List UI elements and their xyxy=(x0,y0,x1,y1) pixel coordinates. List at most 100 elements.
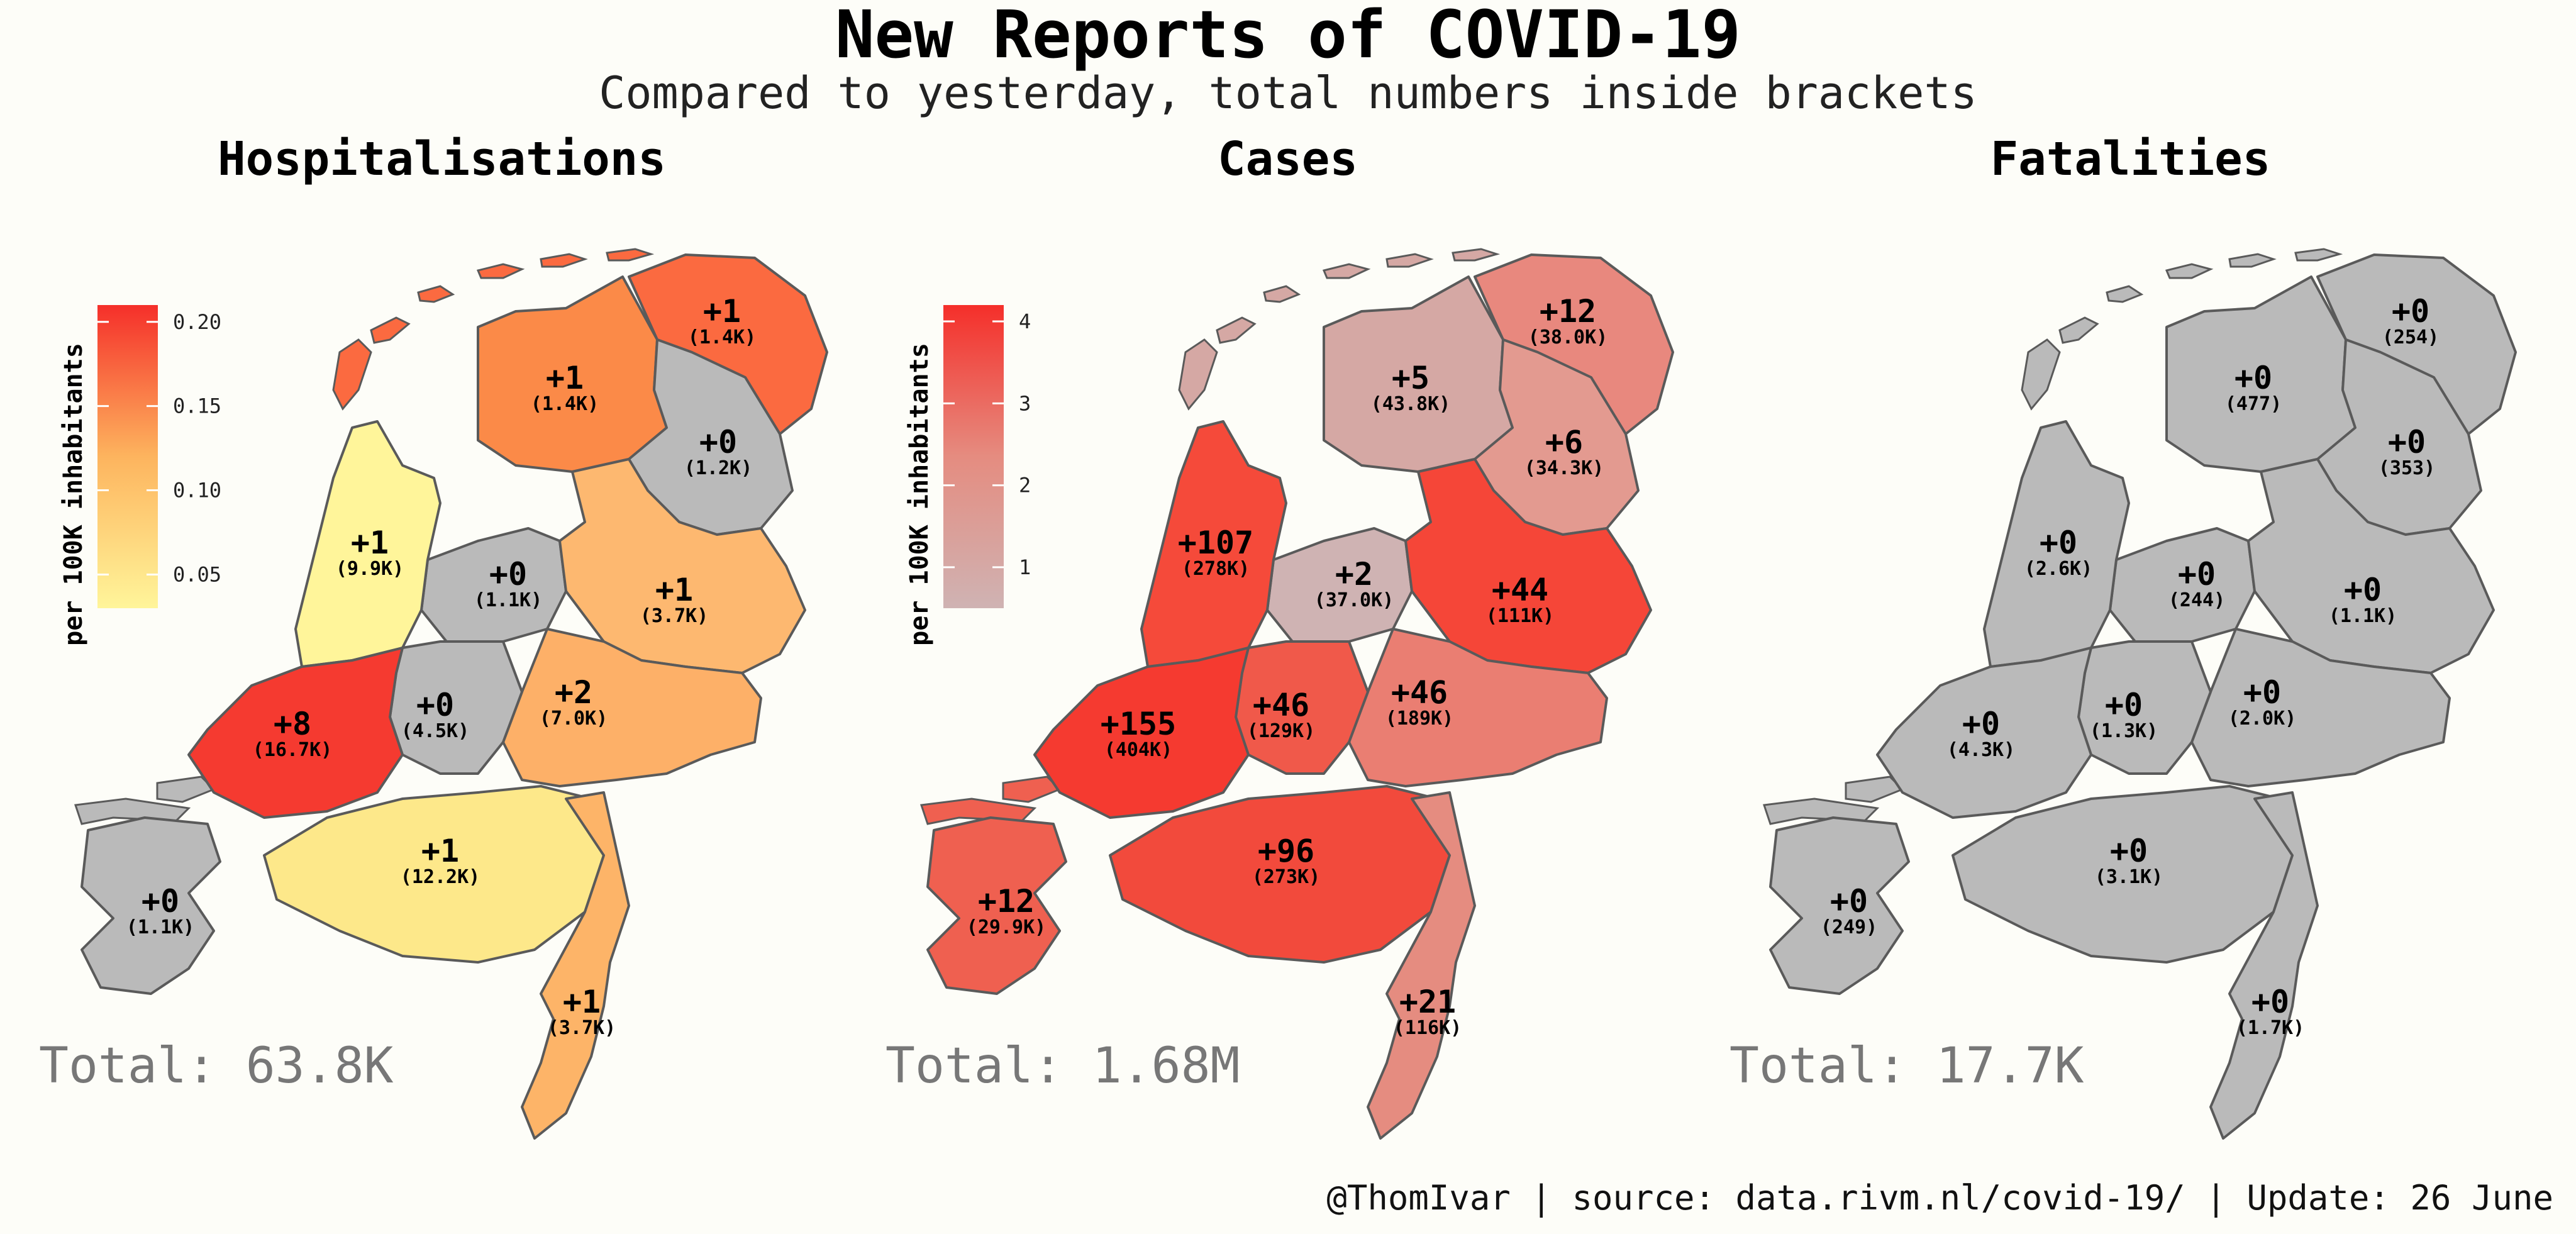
province-shape xyxy=(187,647,404,819)
province-new-count: +0 xyxy=(2392,293,2429,330)
province-new-count: +46 xyxy=(1253,687,1309,723)
island-shape xyxy=(1178,338,1218,411)
province-new-count: +0 xyxy=(2040,525,2077,561)
province-new-count: +0 xyxy=(489,556,527,592)
province-total-count: (1.1K) xyxy=(126,916,194,938)
panel-title-hospitalisations: Hospitalisations xyxy=(218,132,666,186)
province-new-count: +0 xyxy=(2243,674,2281,711)
page-title: New Reports of COVID-19 xyxy=(835,0,1741,73)
province-shape xyxy=(521,791,630,1140)
province-new-count: +1 xyxy=(421,833,459,869)
island-shape xyxy=(332,338,372,411)
province-new-count: +0 xyxy=(2344,572,2382,608)
province-new-count: +12 xyxy=(978,883,1035,920)
map-cases: +12(38.0K)+5(43.8K)+6(34.3K)+2(37.0K) +44… xyxy=(919,248,1674,1140)
province-new-count: +21 xyxy=(1399,984,1456,1020)
province-new-count: +107 xyxy=(1178,525,1253,561)
province-new-count: +0 xyxy=(142,883,179,920)
legend-tick-label: 0.05 xyxy=(173,562,221,586)
province-shape xyxy=(1348,628,1608,787)
province-shape xyxy=(420,527,567,643)
province-new-count: +2 xyxy=(555,674,592,711)
province-total-count: (1.3K) xyxy=(2090,720,2158,742)
province-new-count: +5 xyxy=(1392,360,1430,396)
island-shape xyxy=(2106,285,2144,303)
province-shape xyxy=(1033,647,1250,819)
province-total-count: (3.7K) xyxy=(640,605,708,627)
source-footer: @ThomIvar | source: data.rivm.nl/covid-1… xyxy=(1326,1178,2553,1218)
province-total-count: (477) xyxy=(2225,393,2282,415)
province-new-count: +1 xyxy=(546,360,584,396)
legend-tick-label: 1 xyxy=(1019,555,1031,579)
island-shape xyxy=(417,285,455,303)
province-total-count: (9.9K) xyxy=(336,558,404,580)
island-shape xyxy=(540,253,588,268)
province-total-count: (1.7K) xyxy=(2236,1017,2304,1039)
province-total-count: (254) xyxy=(2382,326,2439,348)
island-shape xyxy=(1263,285,1301,303)
province-shape xyxy=(2247,458,2495,674)
legend-colorbar xyxy=(943,305,1004,608)
province-total-count: (43.8K) xyxy=(1371,393,1450,415)
coast-strip-shape xyxy=(1002,775,1062,803)
province-new-count: +0 xyxy=(1830,883,1868,920)
legend-tick-label: 2 xyxy=(1019,474,1031,497)
province-total-count: (3.7K) xyxy=(548,1017,616,1039)
island-shape xyxy=(1322,263,1371,279)
province-new-count: +44 xyxy=(1492,572,1548,608)
legend-hospitalisations: 0.20 0.15 0.10 0.05 per 100K inhabitants xyxy=(59,305,221,646)
province-total-count: (1.1K) xyxy=(474,589,542,611)
island-shape xyxy=(370,316,411,344)
province-new-count: +0 xyxy=(2388,424,2426,460)
legend-title: per 100K inhabitants xyxy=(59,343,88,646)
province-total-count: (12.2K) xyxy=(401,866,480,888)
province-shape xyxy=(2190,628,2451,787)
province-shape xyxy=(1983,420,2130,668)
province-total-count: (29.9K) xyxy=(967,916,1046,938)
panel-title-cases: Cases xyxy=(1218,132,1358,186)
province-new-count: +96 xyxy=(1258,833,1314,869)
province-shape xyxy=(294,420,441,668)
province-total-count: (1.1K) xyxy=(2329,605,2397,627)
province-total-count: (37.0K) xyxy=(1314,589,1394,611)
province-total-count: (4.3K) xyxy=(1947,739,2015,761)
province-new-count: +8 xyxy=(274,706,311,742)
province-total-count: (244) xyxy=(2168,589,2225,611)
panel-title-fatalities: Fatalities xyxy=(1990,132,2271,186)
province-total-count: (353) xyxy=(2379,457,2435,479)
province-new-count: +0 xyxy=(416,687,454,723)
province-total-count: (38.0K) xyxy=(1528,326,1607,348)
province-shape xyxy=(1769,816,1910,995)
province-shape xyxy=(80,816,221,995)
province-shape xyxy=(926,816,1067,995)
province-total-count: (278K) xyxy=(1182,558,1250,580)
province-new-count: +0 xyxy=(699,424,737,460)
island-shape xyxy=(1385,253,1434,268)
island-shape xyxy=(2165,263,2214,279)
province-new-count: +0 xyxy=(2251,984,2289,1020)
province-new-count: +0 xyxy=(2178,556,2216,592)
province-new-count: +0 xyxy=(1962,706,2000,742)
province-total-count: (116K) xyxy=(1394,1017,1462,1039)
province-new-count: +155 xyxy=(1101,706,1176,742)
province-shape xyxy=(1367,791,1476,1140)
coast-strip-shape xyxy=(1845,775,1904,803)
province-shape xyxy=(558,458,806,674)
province-new-count: +6 xyxy=(1545,424,1583,460)
province-total-count: (4.5K) xyxy=(401,720,469,742)
island-shape xyxy=(2058,316,2099,344)
province-total-count: (111K) xyxy=(1486,605,1554,627)
province-total-count: (34.3K) xyxy=(1524,457,1604,479)
province-new-count: +0 xyxy=(2235,360,2272,396)
province-total-count: (1.2K) xyxy=(684,457,752,479)
province-shape xyxy=(1140,420,1287,668)
province-total-count: (2.0K) xyxy=(2228,708,2296,730)
total-cases: Total: 1.68M xyxy=(886,1038,1240,1094)
legend-colorbar xyxy=(97,305,158,608)
legend-tick-label: 0.20 xyxy=(173,310,221,334)
province-new-count: +1 xyxy=(563,984,601,1020)
island-shape xyxy=(2228,253,2277,268)
total-hospitalisations: Total: 63.8K xyxy=(39,1038,394,1094)
province-total-count: (1.4K) xyxy=(688,326,756,348)
